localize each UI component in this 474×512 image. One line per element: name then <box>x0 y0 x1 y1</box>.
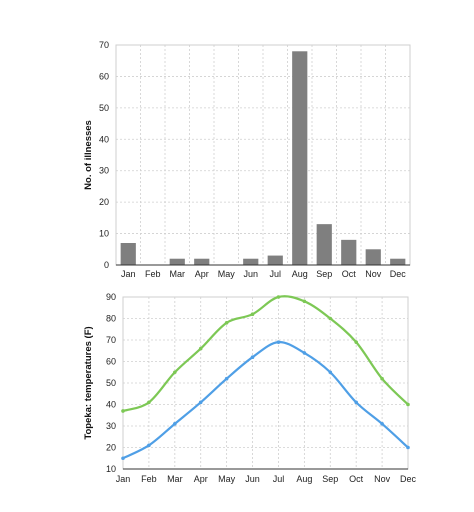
series-2-point <box>224 376 229 381</box>
series-1-point <box>406 402 410 407</box>
line-y-axis-label: Topeka: temperatures (F) <box>83 326 94 439</box>
series-1-point <box>121 409 125 413</box>
series-1-point <box>173 370 177 375</box>
series-2-point <box>354 400 358 405</box>
line-y-tick-label: 30 <box>106 421 116 431</box>
bar-y-tick-label: 40 <box>99 134 109 144</box>
bar-sep <box>316 224 332 265</box>
series-2-point <box>406 445 410 450</box>
bar-y-tick-label: 60 <box>99 71 109 81</box>
series-2-point <box>276 340 281 344</box>
illness-bar-chart: 0 10 20 30 40 50 60 70 Jan Feb Mar Apr May Jun Jul Aug S… <box>83 40 411 279</box>
bar-nov <box>365 249 381 265</box>
series-2-point <box>380 422 384 426</box>
series-line-1 <box>122 295 409 413</box>
bar-y-tick-label: 30 <box>99 166 109 176</box>
series-1-point <box>224 321 229 325</box>
bar-y-tick-label: 20 <box>99 197 109 207</box>
line-x-tick-label: May <box>218 474 236 484</box>
line-x-tick-label: Sep <box>322 474 338 484</box>
series-line-2 <box>122 341 409 460</box>
bar-mar <box>169 258 185 265</box>
line-y-tick-label: 20 <box>106 443 116 453</box>
series-2-point <box>328 370 333 375</box>
bar-aug <box>292 51 308 266</box>
series-1-point <box>302 299 307 304</box>
line-x-tick-label: Jan <box>116 474 131 484</box>
bar-x-tick-label: Sep <box>316 269 332 279</box>
series-1-point <box>147 400 151 405</box>
bar-jan <box>120 243 136 265</box>
bar-x-tick-label: Apr <box>195 269 209 279</box>
bar-y-tick-label: 10 <box>99 229 109 239</box>
line-x-tick-label: Nov <box>374 474 391 484</box>
series-1-point <box>380 376 384 381</box>
bar-x-tick-label: Feb <box>145 269 161 279</box>
line-x-tick-label: Apr <box>194 474 208 484</box>
bar-jul <box>267 255 283 265</box>
line-y-tick-label: 70 <box>106 335 116 345</box>
series-2-point <box>121 456 125 461</box>
line-y-tick-label: 80 <box>106 314 116 324</box>
bar-oct <box>341 239 357 265</box>
bar-y-axis-label: No. of illnesses <box>83 120 94 190</box>
line-y-tick-label: 90 <box>106 292 116 302</box>
line-y-tick-label: 60 <box>106 357 116 367</box>
series-2-point <box>198 400 203 405</box>
series-2-point <box>173 422 177 426</box>
bar-x-tick-label: Jul <box>269 269 281 279</box>
line-x-tick-label: Jul <box>273 474 285 484</box>
bar-x-tick-label: May <box>218 269 236 279</box>
line-y-tick-label: 50 <box>106 378 116 388</box>
series-1-point <box>276 295 281 299</box>
line-y-tick-label: 40 <box>106 400 116 410</box>
line-x-tick-label: Feb <box>141 474 157 484</box>
series-1-point <box>198 346 203 351</box>
series-1-point <box>354 340 358 344</box>
bar-x-tick-label: Jan <box>121 269 136 279</box>
bar-y-tick-label: 50 <box>99 103 109 113</box>
bar-dec <box>390 258 406 265</box>
line-x-tick-label: Oct <box>349 474 364 484</box>
bar-x-tick-label: Nov <box>365 269 382 279</box>
line-x-tick-label: Aug <box>296 474 312 484</box>
bar-apr <box>194 258 210 265</box>
line-x-tick-label: Dec <box>400 474 417 484</box>
bar-x-tick-label: Jun <box>243 269 258 279</box>
bar-y-tick-label: 70 <box>99 40 109 50</box>
series-2-point <box>302 351 307 355</box>
line-x-tick-label: Jun <box>245 474 260 484</box>
series-2-point <box>147 443 151 448</box>
bar-x-tick-label: Mar <box>170 269 186 279</box>
line-y-tick-label: 10 <box>106 464 116 474</box>
series-1-point <box>328 316 333 321</box>
bar-y-tick-label: 0 <box>104 260 109 270</box>
temperature-line-chart: 10 20 30 40 50 60 70 80 90 Jan Feb Mar Apr May Jun Jul A… <box>83 292 416 484</box>
bar-jun <box>243 258 259 265</box>
line-x-tick-label: Mar <box>167 474 183 484</box>
bar-x-tick-label: Oct <box>342 269 357 279</box>
series-2-point <box>250 355 255 360</box>
bar-x-tick-label: Dec <box>390 269 407 279</box>
bar-x-tick-label: Aug <box>292 269 308 279</box>
series-1-point <box>250 312 255 317</box>
